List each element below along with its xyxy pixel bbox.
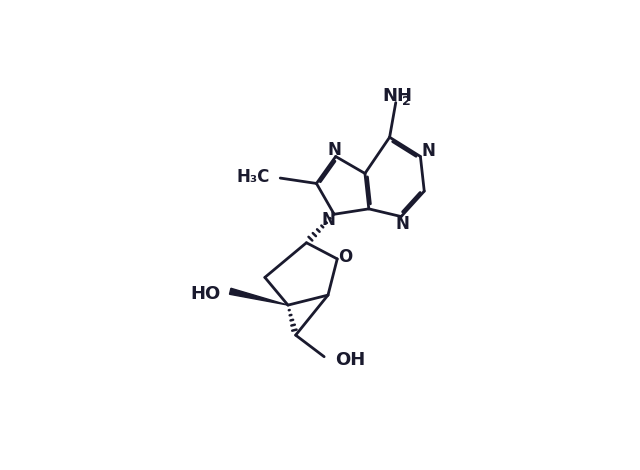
Text: O: O: [338, 248, 352, 266]
Text: 2: 2: [402, 94, 411, 108]
Text: N: N: [321, 211, 335, 228]
Text: NH: NH: [382, 87, 412, 105]
Text: OH: OH: [335, 351, 365, 369]
Text: N: N: [422, 142, 436, 160]
Text: HO: HO: [191, 285, 221, 303]
Text: N: N: [396, 215, 410, 233]
Text: N: N: [327, 141, 341, 158]
Polygon shape: [230, 288, 288, 305]
Text: H₃C: H₃C: [236, 168, 269, 186]
